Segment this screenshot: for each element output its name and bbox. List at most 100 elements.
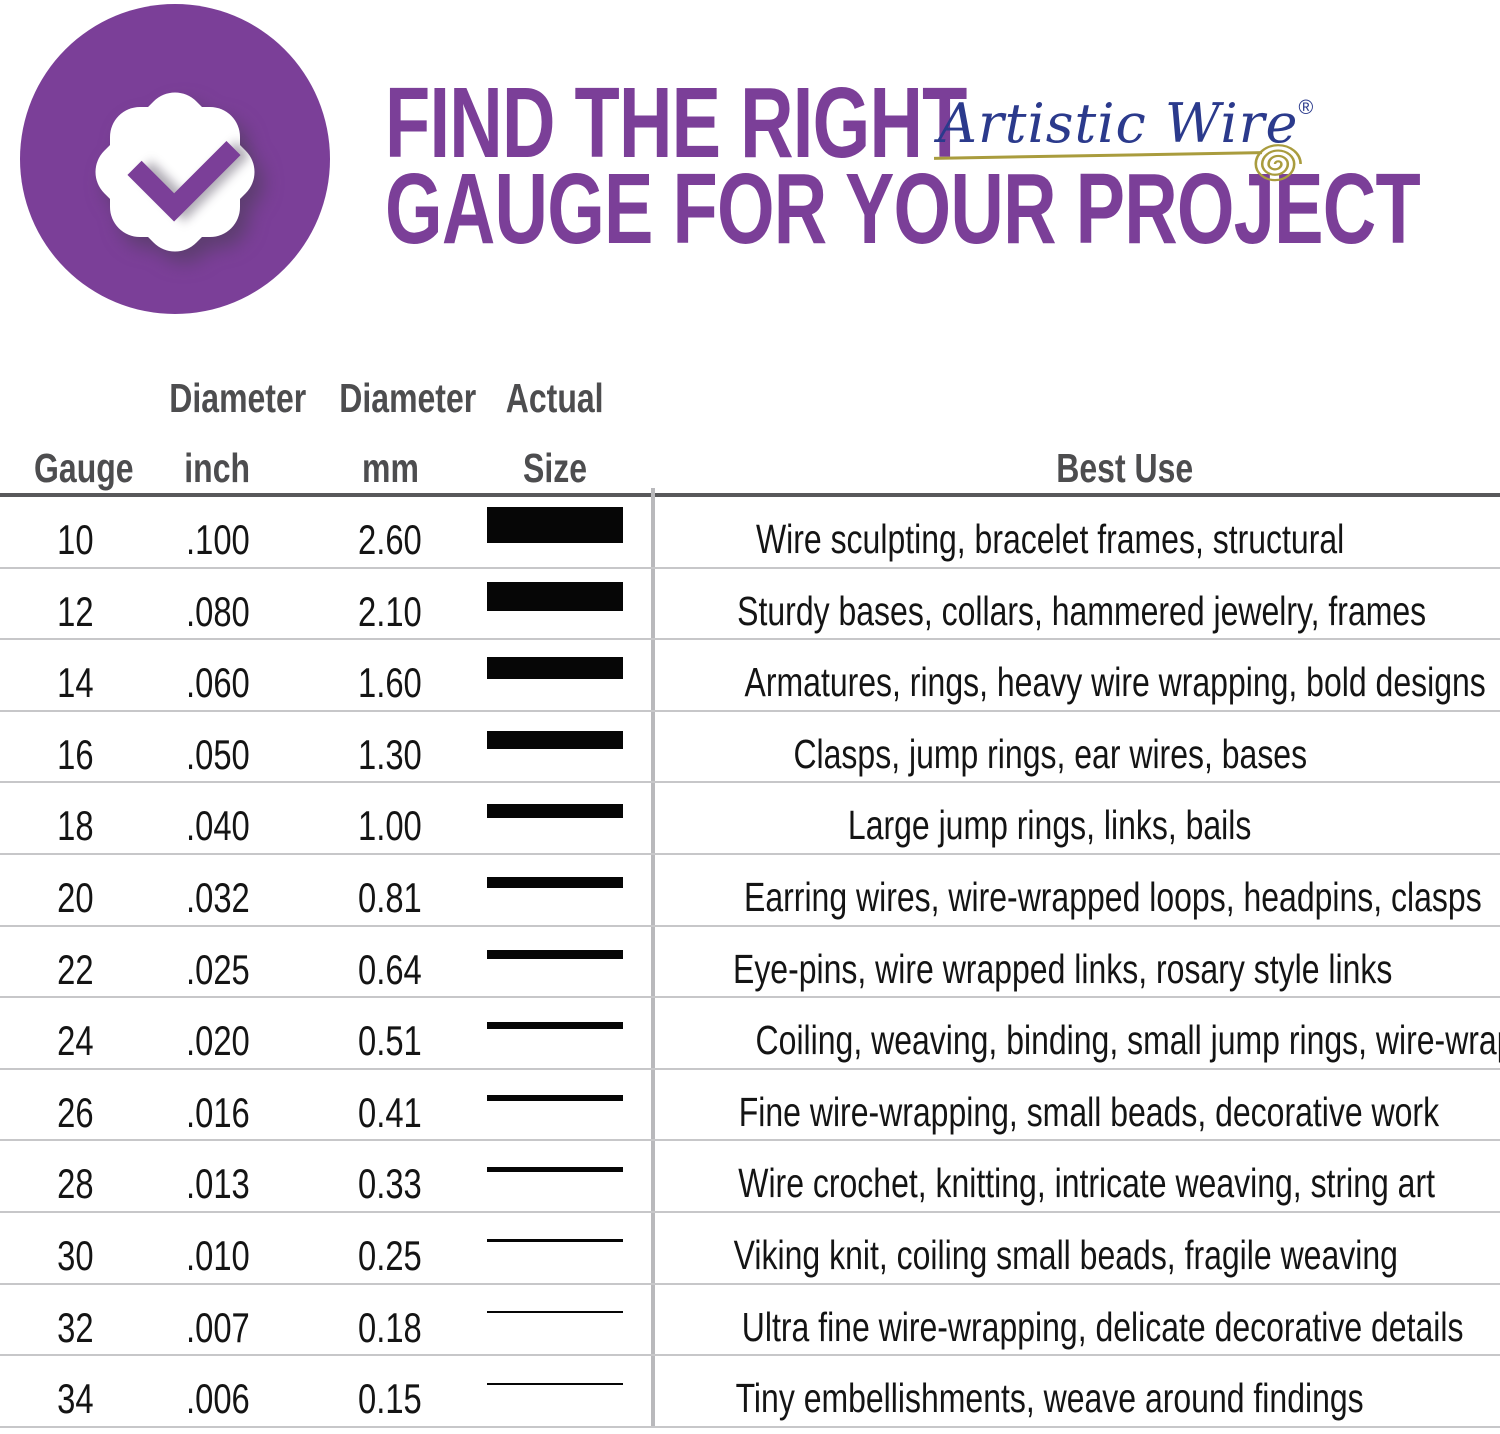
best-use-text: Viking knit, coiling small beads, fragil… [733, 1231, 1398, 1278]
best-use-text: Clasps, jump rings, ear wires, bases [793, 730, 1307, 777]
diameter-mm-value: 0.64 [358, 945, 422, 993]
diameter-inch-value: .050 [185, 730, 250, 778]
actual-size-bar [487, 730, 623, 749]
page-title: FIND THE RIGHT GAUGE FOR YOUR PROJECT [385, 67, 1500, 265]
table-body: 10 .100 2.60 Wire sculpting, bracelet frame… [0, 497, 1500, 1428]
table-row: 12 .080 2.10 Sturdy bases, collars, hammere… [0, 569, 1500, 641]
table-row: 32 .007 0.18 Ultra fine wire-wrapping, deli… [0, 1285, 1500, 1357]
seal-shape [110, 107, 240, 237]
col-header-best-use: Best Use [1056, 445, 1194, 491]
gauge-value: 18 [56, 802, 94, 850]
brand-logo-text: Artistic Wire [938, 92, 1299, 155]
best-use-text: Armatures, rings, heavy wire wrapping, b… [744, 659, 1486, 706]
gauge-value: 22 [56, 945, 94, 993]
diameter-inch-value: .007 [185, 1303, 250, 1351]
diameter-inch-value: .010 [185, 1231, 250, 1279]
best-use-text: Ultra fine wire-wrapping, delicate decor… [741, 1303, 1464, 1350]
col-header-diameter-mm-top: Diameter [339, 375, 477, 421]
column-divider [651, 488, 655, 1428]
table-row: 10 .100 2.60 Wire sculpting, bracelet frame… [0, 497, 1500, 569]
diameter-mm-value: 0.15 [358, 1375, 422, 1423]
diameter-mm-value: 2.10 [358, 587, 422, 635]
gauge-value: 20 [56, 873, 94, 921]
col-header-gauge: Gauge [34, 445, 134, 491]
actual-size-bar [487, 1094, 623, 1101]
actual-size-bar [487, 877, 623, 889]
diameter-inch-value: .060 [185, 659, 250, 707]
diameter-mm-value: 1.60 [358, 659, 422, 707]
gauge-value: 24 [56, 1017, 94, 1065]
gauge-value: 32 [56, 1303, 94, 1351]
diameter-inch-value: .020 [185, 1017, 250, 1065]
best-use-text: Sturdy bases, collars, hammered jewelry,… [737, 587, 1427, 634]
actual-size-bar [487, 506, 623, 543]
col-header-actual-top: Actual [506, 375, 604, 421]
diameter-inch-value: .016 [185, 1088, 250, 1136]
brand-badge [20, 4, 330, 314]
table-row: 24 .020 0.51 Coiling, weaving, binding, sma… [0, 998, 1500, 1070]
diameter-mm-value: 0.33 [358, 1160, 422, 1208]
diameter-inch-value: .025 [185, 945, 250, 993]
table-row: 28 .013 0.33 Wire crochet, knitting, intric… [0, 1141, 1500, 1213]
actual-size-bar [487, 657, 623, 680]
diameter-inch-value: .013 [185, 1160, 250, 1208]
col-header-inch: inch [184, 445, 251, 491]
diameter-mm-value: 1.30 [358, 730, 422, 778]
table-row: 18 .040 1.00 Large jump rings, links, bails [0, 783, 1500, 855]
gauge-value: 16 [56, 730, 94, 778]
table-row: 16 .050 1.30 Clasps, jump rings, ear wires,… [0, 712, 1500, 784]
title-line-2: GAUGE FOR YOUR PROJECT [385, 153, 1421, 265]
diameter-mm-value: 0.18 [358, 1303, 422, 1351]
actual-size-bar [487, 949, 623, 959]
actual-size-bar [487, 804, 623, 819]
diameter-mm-value: 1.00 [358, 802, 422, 850]
table-row: 26 .016 0.41 Fine wire-wrapping, small bead… [0, 1070, 1500, 1142]
diameter-mm-value: 0.41 [358, 1088, 422, 1136]
table-row: 20 .032 0.81 Earring wires, wire-wrapped lo… [0, 855, 1500, 927]
diameter-mm-value: 0.81 [358, 873, 422, 921]
best-use-text: Earring wires, wire-wrapped loops, headp… [744, 873, 1482, 920]
gauge-value: 34 [56, 1375, 94, 1423]
diameter-mm-value: 2.60 [358, 516, 422, 563]
table-row: 14 .060 1.60 Armatures, rings, heavy wire w… [0, 640, 1500, 712]
best-use-text: Coiling, weaving, binding, small jump ri… [755, 1017, 1500, 1064]
table-row: 34 .006 0.15 Tiny embellishments, weave aro… [0, 1356, 1500, 1428]
gauge-value: 26 [56, 1088, 94, 1136]
actual-size-bar [487, 1239, 623, 1243]
header-rule [0, 493, 1500, 497]
col-header-size: Size [522, 445, 587, 491]
diameter-inch-value: .006 [185, 1375, 250, 1423]
diameter-mm-value: 0.51 [358, 1017, 422, 1065]
wire-spiral-icon [1254, 144, 1302, 182]
diameter-inch-value: .080 [185, 587, 250, 635]
diameter-mm-value: 0.25 [358, 1231, 422, 1279]
title-line-1: FIND THE RIGHT [385, 67, 967, 179]
gauge-value: 12 [56, 587, 94, 635]
best-use-text: Wire crochet, knitting, intricate weavin… [738, 1160, 1435, 1207]
best-use-text: Wire sculpting, bracelet frames, structu… [755, 516, 1345, 562]
diameter-inch-value: .040 [185, 802, 250, 850]
table-row: 22 .025 0.64 Eye-pins, wire wrapped links, … [0, 927, 1500, 999]
actual-size-bar [487, 1022, 623, 1030]
gauge-value: 28 [56, 1160, 94, 1208]
best-use-text: Eye-pins, wire wrapped links, rosary sty… [732, 945, 1393, 992]
actual-size-bar [487, 1166, 623, 1172]
actual-size-bar [487, 581, 623, 611]
best-use-text: Large jump rings, links, bails [848, 802, 1252, 849]
actual-size-bar [487, 1382, 623, 1385]
col-header-mm: mm [361, 445, 419, 491]
check-seal-icon [83, 80, 267, 264]
gauge-value: 10 [56, 516, 94, 563]
brand-logo: Artistic Wire® [933, 92, 1338, 182]
actual-size-bar [487, 1311, 623, 1314]
gauge-value: 30 [56, 1231, 94, 1279]
diameter-inch-value: .100 [185, 516, 250, 563]
best-use-text: Tiny embellishments, weave around findin… [735, 1375, 1365, 1422]
gauge-value: 14 [56, 659, 94, 707]
best-use-text: Fine wire-wrapping, small beads, decorat… [738, 1088, 1440, 1135]
table-row: 30 .010 0.25 Viking knit, coiling small bea… [0, 1213, 1500, 1285]
col-header-diameter-inch-top: Diameter [169, 375, 307, 421]
diameter-inch-value: .032 [185, 873, 250, 921]
registered-trademark: ® [1298, 97, 1314, 119]
